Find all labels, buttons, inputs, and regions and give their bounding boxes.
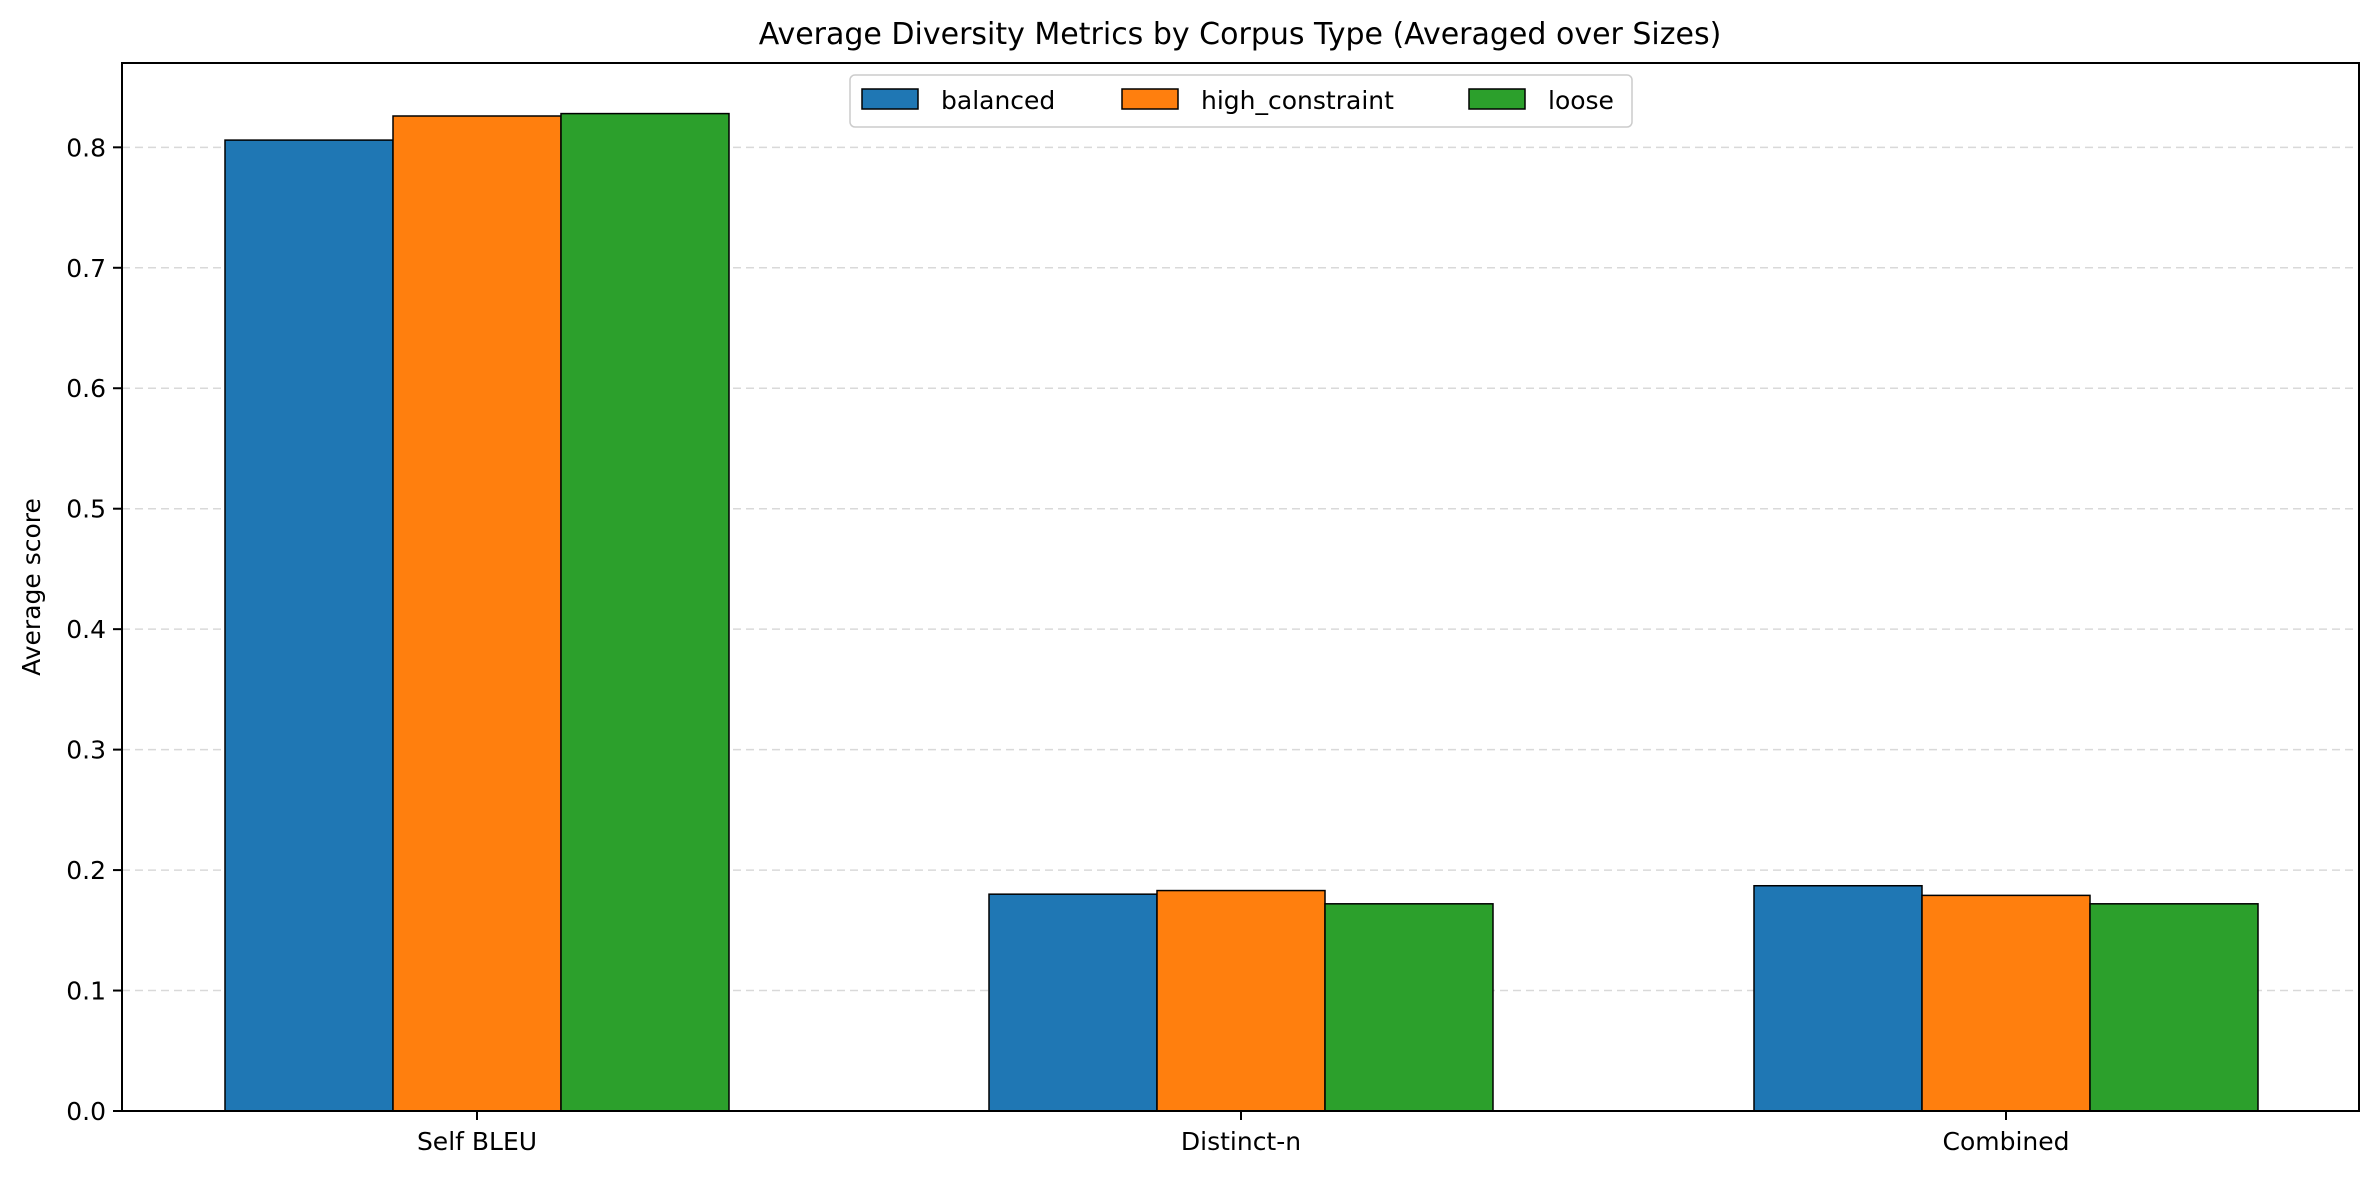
bar-high_constraint-0 bbox=[392, 115, 562, 1112]
bar-high_constraint-1 bbox=[1156, 889, 1326, 1112]
y-axis: 0.0 0.1 0.2 0.3 0.4 0.5 0.6 0.7 0.8 bbox=[66, 133, 122, 1126]
legend-box bbox=[849, 74, 1633, 128]
bar-balanced-1 bbox=[988, 893, 1158, 1112]
x-tick-label: Combined bbox=[1942, 1127, 2069, 1156]
legend-label-high_constraint: high_constraint bbox=[1201, 86, 1394, 115]
y-axis-title: Average score bbox=[17, 498, 46, 676]
y-tick-label: 0.4 bbox=[66, 615, 106, 644]
legend-swatch-loose bbox=[1468, 88, 1526, 110]
y-tick-label: 0.2 bbox=[66, 856, 106, 885]
bar-loose-1 bbox=[1324, 903, 1494, 1112]
y-tick-label: 0.5 bbox=[66, 495, 106, 524]
bar-loose-2 bbox=[2089, 903, 2259, 1112]
chart-title: Average Diversity Metrics by Corpus Type… bbox=[759, 17, 1722, 52]
bar-balanced-2 bbox=[1753, 884, 1923, 1112]
bars bbox=[224, 112, 2259, 1112]
legend-swatch-high_constraint bbox=[1121, 88, 1179, 110]
legend-label-balanced: balanced bbox=[941, 86, 1055, 115]
y-tick-label: 0.3 bbox=[66, 736, 106, 765]
legend-label-loose: loose bbox=[1548, 86, 1614, 115]
y-tick-label: 0.6 bbox=[66, 374, 106, 403]
y-tick-label: 0.1 bbox=[66, 977, 106, 1006]
legend: balanced high_constraint loose bbox=[849, 74, 1633, 128]
bar-high_constraint-2 bbox=[1921, 894, 2091, 1112]
y-tick-label: 0.0 bbox=[66, 1097, 106, 1126]
x-axis: Self BLEU Distinct-n Combined bbox=[417, 1111, 2070, 1156]
bar-balanced-0 bbox=[224, 139, 394, 1112]
x-tick-label: Self BLEU bbox=[417, 1127, 537, 1156]
y-tick-label: 0.7 bbox=[66, 254, 106, 283]
legend-swatch-balanced bbox=[861, 88, 919, 110]
y-tick-label: 0.8 bbox=[66, 133, 106, 162]
bar-loose-0 bbox=[560, 112, 730, 1112]
x-tick-label: Distinct-n bbox=[1181, 1127, 1301, 1156]
